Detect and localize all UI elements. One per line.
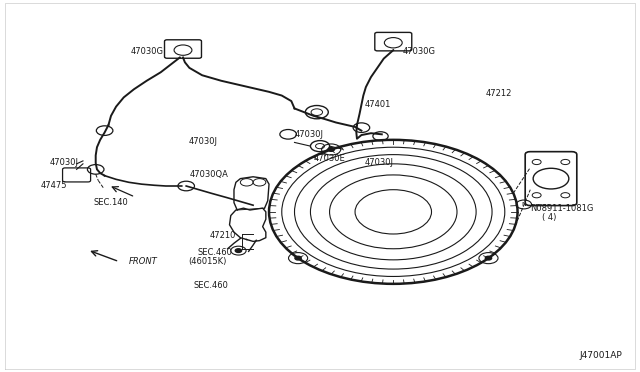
Text: SEC.140: SEC.140 xyxy=(94,198,129,207)
Text: N08911-1081G: N08911-1081G xyxy=(531,203,594,213)
Text: 47212: 47212 xyxy=(486,89,512,98)
Text: N: N xyxy=(522,202,526,207)
Circle shape xyxy=(236,249,242,253)
Text: FRONT: FRONT xyxy=(129,257,157,266)
Text: 47030J: 47030J xyxy=(294,130,323,139)
Text: SEC.460: SEC.460 xyxy=(194,281,228,290)
Text: 47030J: 47030J xyxy=(189,137,218,146)
Text: 47210: 47210 xyxy=(209,231,236,240)
Circle shape xyxy=(328,148,334,151)
Text: 47030G: 47030G xyxy=(403,47,436,56)
Circle shape xyxy=(485,256,492,260)
Text: 47030QA: 47030QA xyxy=(189,170,228,179)
Circle shape xyxy=(295,256,301,260)
Text: J47001AP: J47001AP xyxy=(580,350,623,359)
Text: 47030J: 47030J xyxy=(365,157,394,167)
Text: 47030J: 47030J xyxy=(49,157,78,167)
Text: SEC.460: SEC.460 xyxy=(197,248,232,257)
Text: 47030G: 47030G xyxy=(131,47,164,56)
Text: 47030E: 47030E xyxy=(314,154,346,163)
Text: (46015K): (46015K) xyxy=(189,257,227,266)
Text: 47401: 47401 xyxy=(365,100,391,109)
Text: ( 4): ( 4) xyxy=(541,213,556,222)
Text: 47475: 47475 xyxy=(41,182,67,190)
